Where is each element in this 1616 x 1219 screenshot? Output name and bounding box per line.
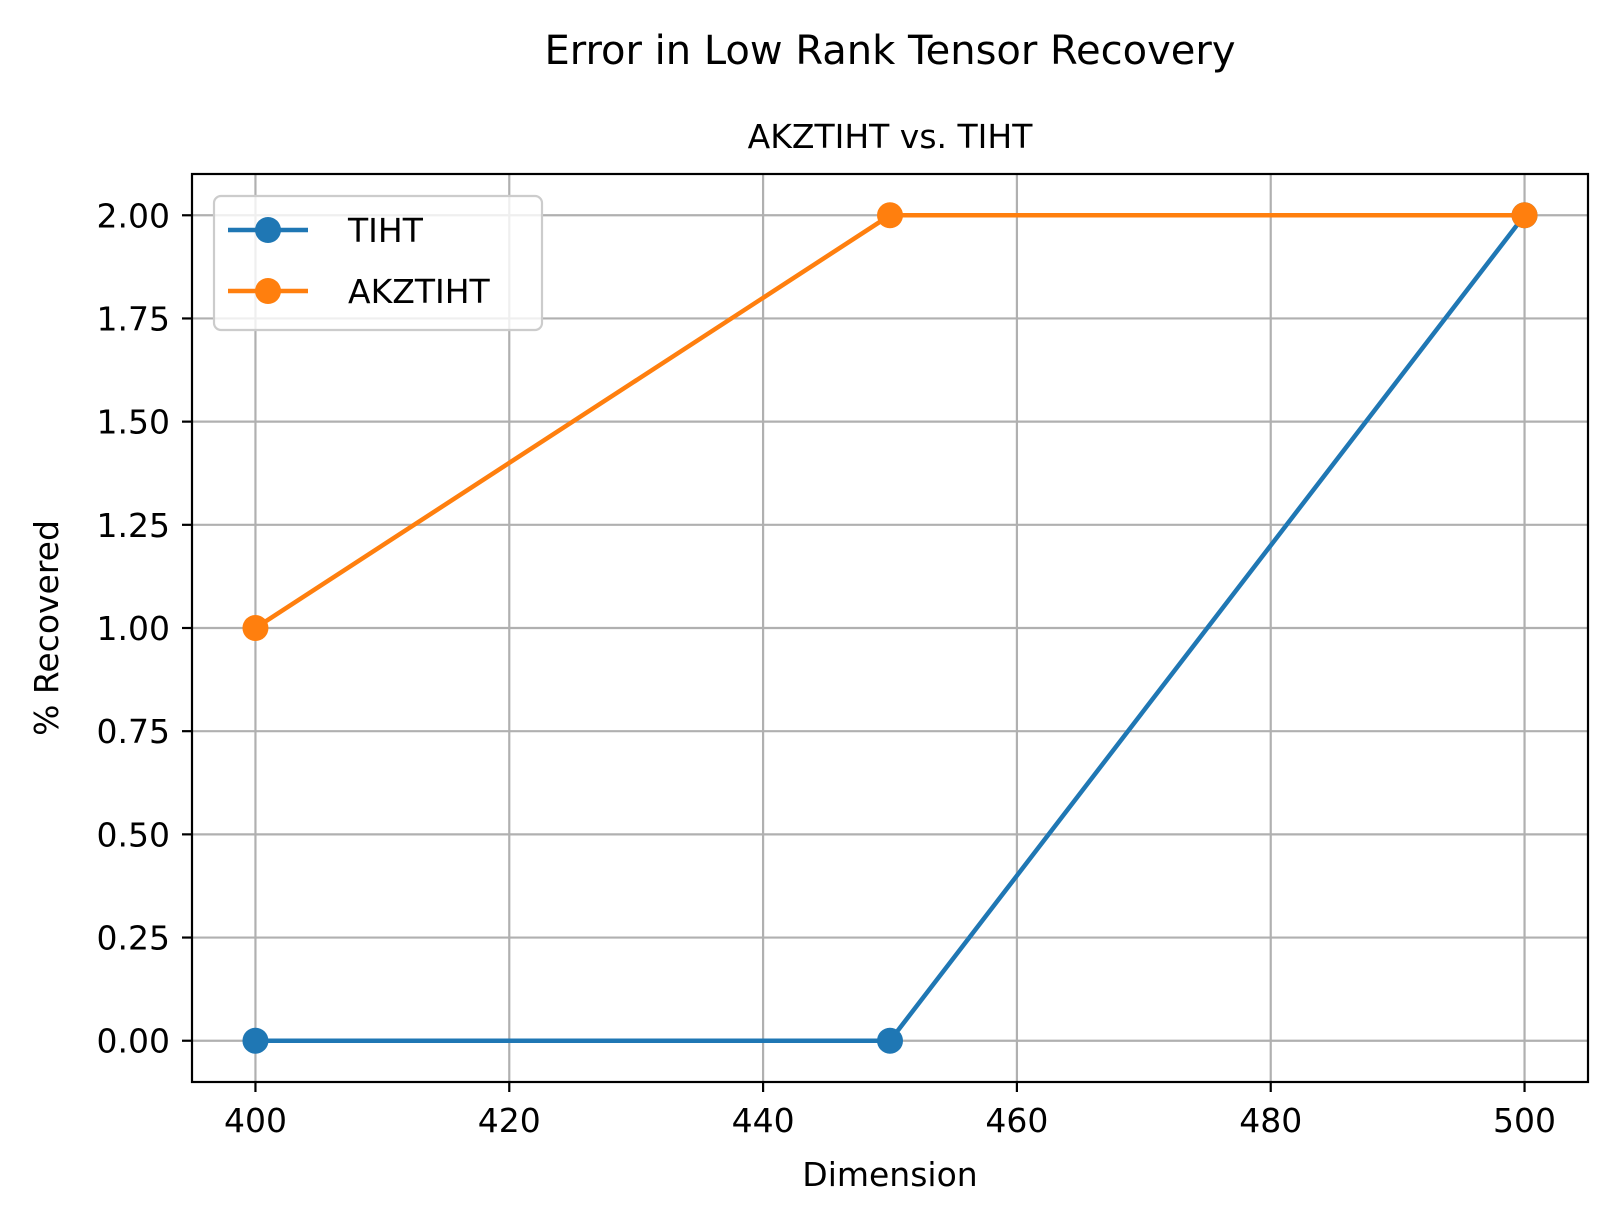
legend-label-tiht: TIHT bbox=[347, 211, 424, 250]
legend-marker-tiht bbox=[255, 217, 281, 243]
y-tick-label: 2.00 bbox=[97, 196, 170, 235]
series-layer bbox=[242, 202, 1538, 1054]
y-tick-label: 0.25 bbox=[97, 919, 170, 958]
y-tick-label: 0.00 bbox=[97, 1022, 170, 1061]
y-tick-label: 1.75 bbox=[97, 299, 170, 338]
x-axis-label: Dimension bbox=[802, 1155, 977, 1194]
data-point-tiht bbox=[877, 1027, 903, 1054]
x-tick-label: 500 bbox=[1493, 1101, 1556, 1140]
axis-ticks: 400 420 440 460 480 500 0.00 0.25 0.50 0.75 1.00 1.… bbox=[97, 196, 1557, 1140]
data-point-tiht bbox=[242, 1027, 269, 1054]
data-point-akztiht bbox=[1511, 202, 1538, 229]
y-tick-label: 1.50 bbox=[97, 403, 170, 442]
x-tick-label: 440 bbox=[732, 1101, 795, 1140]
legend-marker-akztiht bbox=[255, 278, 281, 304]
y-tick-label: 1.25 bbox=[97, 506, 170, 545]
data-point-akztiht bbox=[877, 202, 903, 229]
chart-title: AKZTIHT vs. TIHT bbox=[748, 117, 1034, 156]
y-tick-label: 0.75 bbox=[97, 712, 170, 751]
y-axis-label: % Recovered bbox=[27, 520, 66, 736]
legend-label-akztiht: AKZTIHT bbox=[348, 272, 491, 311]
data-point-akztiht bbox=[242, 615, 269, 641]
chart-suptitle: Error in Low Rank Tensor Recovery bbox=[544, 28, 1235, 74]
x-tick-label: 460 bbox=[985, 1101, 1048, 1140]
legend: TIHT AKZTIHT bbox=[212, 194, 544, 332]
x-tick-label: 480 bbox=[1239, 1101, 1302, 1140]
y-tick-label: 0.50 bbox=[97, 815, 170, 854]
y-tick-label: 1.00 bbox=[97, 609, 170, 648]
x-tick-label: 400 bbox=[224, 1101, 287, 1140]
grid bbox=[192, 174, 1588, 1082]
x-tick-label: 420 bbox=[478, 1101, 541, 1140]
